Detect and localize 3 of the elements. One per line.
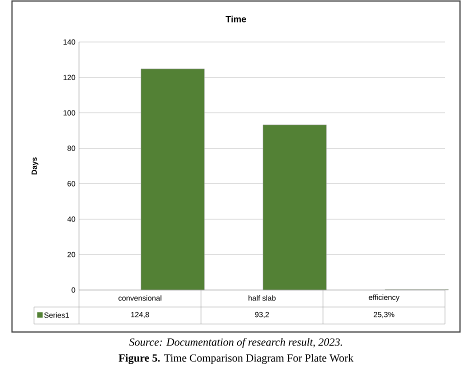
chart-title: Time [226,16,246,22]
text: Figure 5. Time Comparison Diagram For Plate Work [118,354,354,364]
text: Source: Documentation of research result, 2023. [129,338,342,348]
